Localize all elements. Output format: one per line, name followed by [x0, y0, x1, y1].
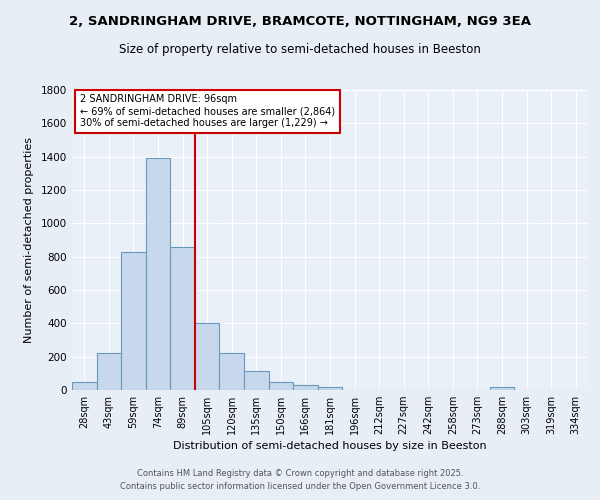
- Bar: [269, 382, 293, 390]
- Text: 2, SANDRINGHAM DRIVE, BRAMCOTE, NOTTINGHAM, NG9 3EA: 2, SANDRINGHAM DRIVE, BRAMCOTE, NOTTINGH…: [69, 15, 531, 28]
- Bar: [318, 386, 342, 390]
- Bar: [121, 252, 146, 390]
- X-axis label: Distribution of semi-detached houses by size in Beeston: Distribution of semi-detached houses by …: [173, 442, 487, 452]
- Bar: [293, 385, 318, 390]
- Bar: [72, 382, 97, 390]
- Bar: [146, 158, 170, 390]
- Bar: [490, 386, 514, 390]
- Bar: [97, 354, 121, 390]
- Text: Size of property relative to semi-detached houses in Beeston: Size of property relative to semi-detach…: [119, 42, 481, 56]
- Bar: [170, 246, 195, 390]
- Bar: [244, 371, 269, 390]
- Bar: [195, 324, 220, 390]
- Text: 2 SANDRINGHAM DRIVE: 96sqm
← 69% of semi-detached houses are smaller (2,864)
30%: 2 SANDRINGHAM DRIVE: 96sqm ← 69% of semi…: [80, 94, 335, 128]
- Bar: [220, 352, 244, 390]
- Text: Contains HM Land Registry data © Crown copyright and database right 2025.: Contains HM Land Registry data © Crown c…: [137, 468, 463, 477]
- Text: Contains public sector information licensed under the Open Government Licence 3.: Contains public sector information licen…: [120, 482, 480, 491]
- Y-axis label: Number of semi-detached properties: Number of semi-detached properties: [24, 137, 34, 343]
